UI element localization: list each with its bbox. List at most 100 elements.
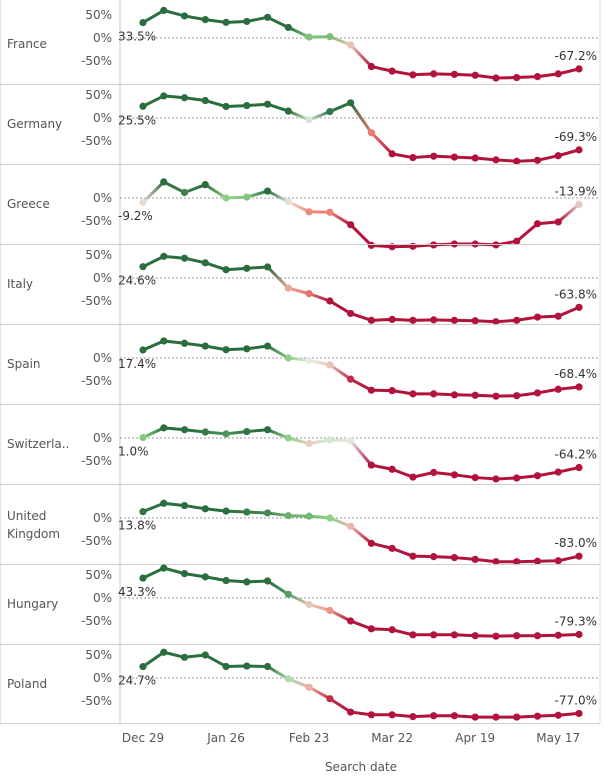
series-line-segment [268,667,289,679]
data-point [181,12,188,19]
series-line-segment [143,10,164,22]
row-label: Poland [7,677,47,691]
data-point [139,434,146,441]
y-tick-label: 0% [93,111,112,125]
data-point [222,103,229,110]
series-line-segment [330,301,351,313]
data-point [264,101,271,108]
x-tick-label: Dec 29 [122,731,164,745]
data-point [492,156,499,163]
data-point [139,199,146,206]
data-point [181,94,188,101]
start-value-label: 17.4% [118,357,156,371]
data-point [451,71,458,78]
data-point [575,464,582,471]
y-tick-label: 0% [93,431,112,445]
data-point [534,558,541,565]
x-tick-label: Mar 22 [371,731,413,745]
data-point [555,557,562,564]
data-point [409,631,416,638]
data-point [575,631,582,638]
data-point [451,154,458,161]
data-point [202,342,209,349]
data-point [181,255,188,262]
row-label: Germany [7,117,62,131]
data-point [202,97,209,104]
data-point [513,474,520,481]
y-tick-label: -50% [81,614,112,628]
data-point [534,713,541,720]
data-point [368,63,375,70]
data-point [513,74,520,81]
x-tick-label: Apr 19 [455,731,495,745]
data-point [139,574,146,581]
data-point [555,218,562,225]
row-label: Greece [7,197,50,211]
y-tick-label: -50% [81,294,112,308]
data-point [555,70,562,77]
data-point [347,310,354,317]
end-value-label: -69.3% [555,130,597,144]
data-point [534,157,541,164]
start-value-label: 24.6% [118,274,156,288]
data-point [243,265,250,272]
data-point [264,426,271,433]
start-value-label: 24.7% [118,674,156,688]
data-point [285,198,292,205]
data-point [513,238,520,245]
data-point [409,243,416,250]
data-point [326,297,333,304]
data-point [222,346,229,353]
data-point [160,7,167,14]
row-label: Kingdom [7,527,60,541]
data-point [472,632,479,639]
end-value-label: -68.4% [555,367,597,381]
x-axis-title: Search date [325,760,397,774]
data-point [305,290,312,297]
x-tick-label: Feb 23 [289,731,329,745]
data-point [222,430,229,437]
data-point [243,102,250,109]
data-point [285,512,292,519]
data-point [202,16,209,23]
series-line-segment [143,652,164,666]
y-tick-label: -50% [81,534,112,548]
series-line-segment [558,204,579,222]
data-point [160,92,167,99]
data-point [368,387,375,394]
data-point [305,440,312,447]
row-label: United [7,509,46,523]
data-point [409,553,416,560]
data-point [534,314,541,321]
end-value-label: -77.0% [555,693,597,707]
data-point [575,383,582,390]
data-point [368,625,375,632]
data-point [451,554,458,561]
data-point [202,259,209,266]
data-point [181,426,188,433]
row-label: Switzerla.. [7,437,69,451]
series-line-segment [330,699,351,712]
data-point [139,663,146,670]
data-point [451,712,458,719]
y-tick-label: 50% [85,648,112,662]
data-point [139,346,146,353]
data-point [326,33,333,40]
data-point [472,474,479,481]
y-tick-label: -50% [81,454,112,468]
data-point [160,253,167,260]
data-point [534,73,541,80]
data-point [243,345,250,352]
data-point [472,72,479,79]
data-point [575,710,582,717]
y-tick-label: -50% [81,54,112,68]
data-point [409,390,416,397]
y-tick-label: 0% [93,671,112,685]
y-tick-label: 50% [85,248,112,262]
data-point [222,577,229,584]
